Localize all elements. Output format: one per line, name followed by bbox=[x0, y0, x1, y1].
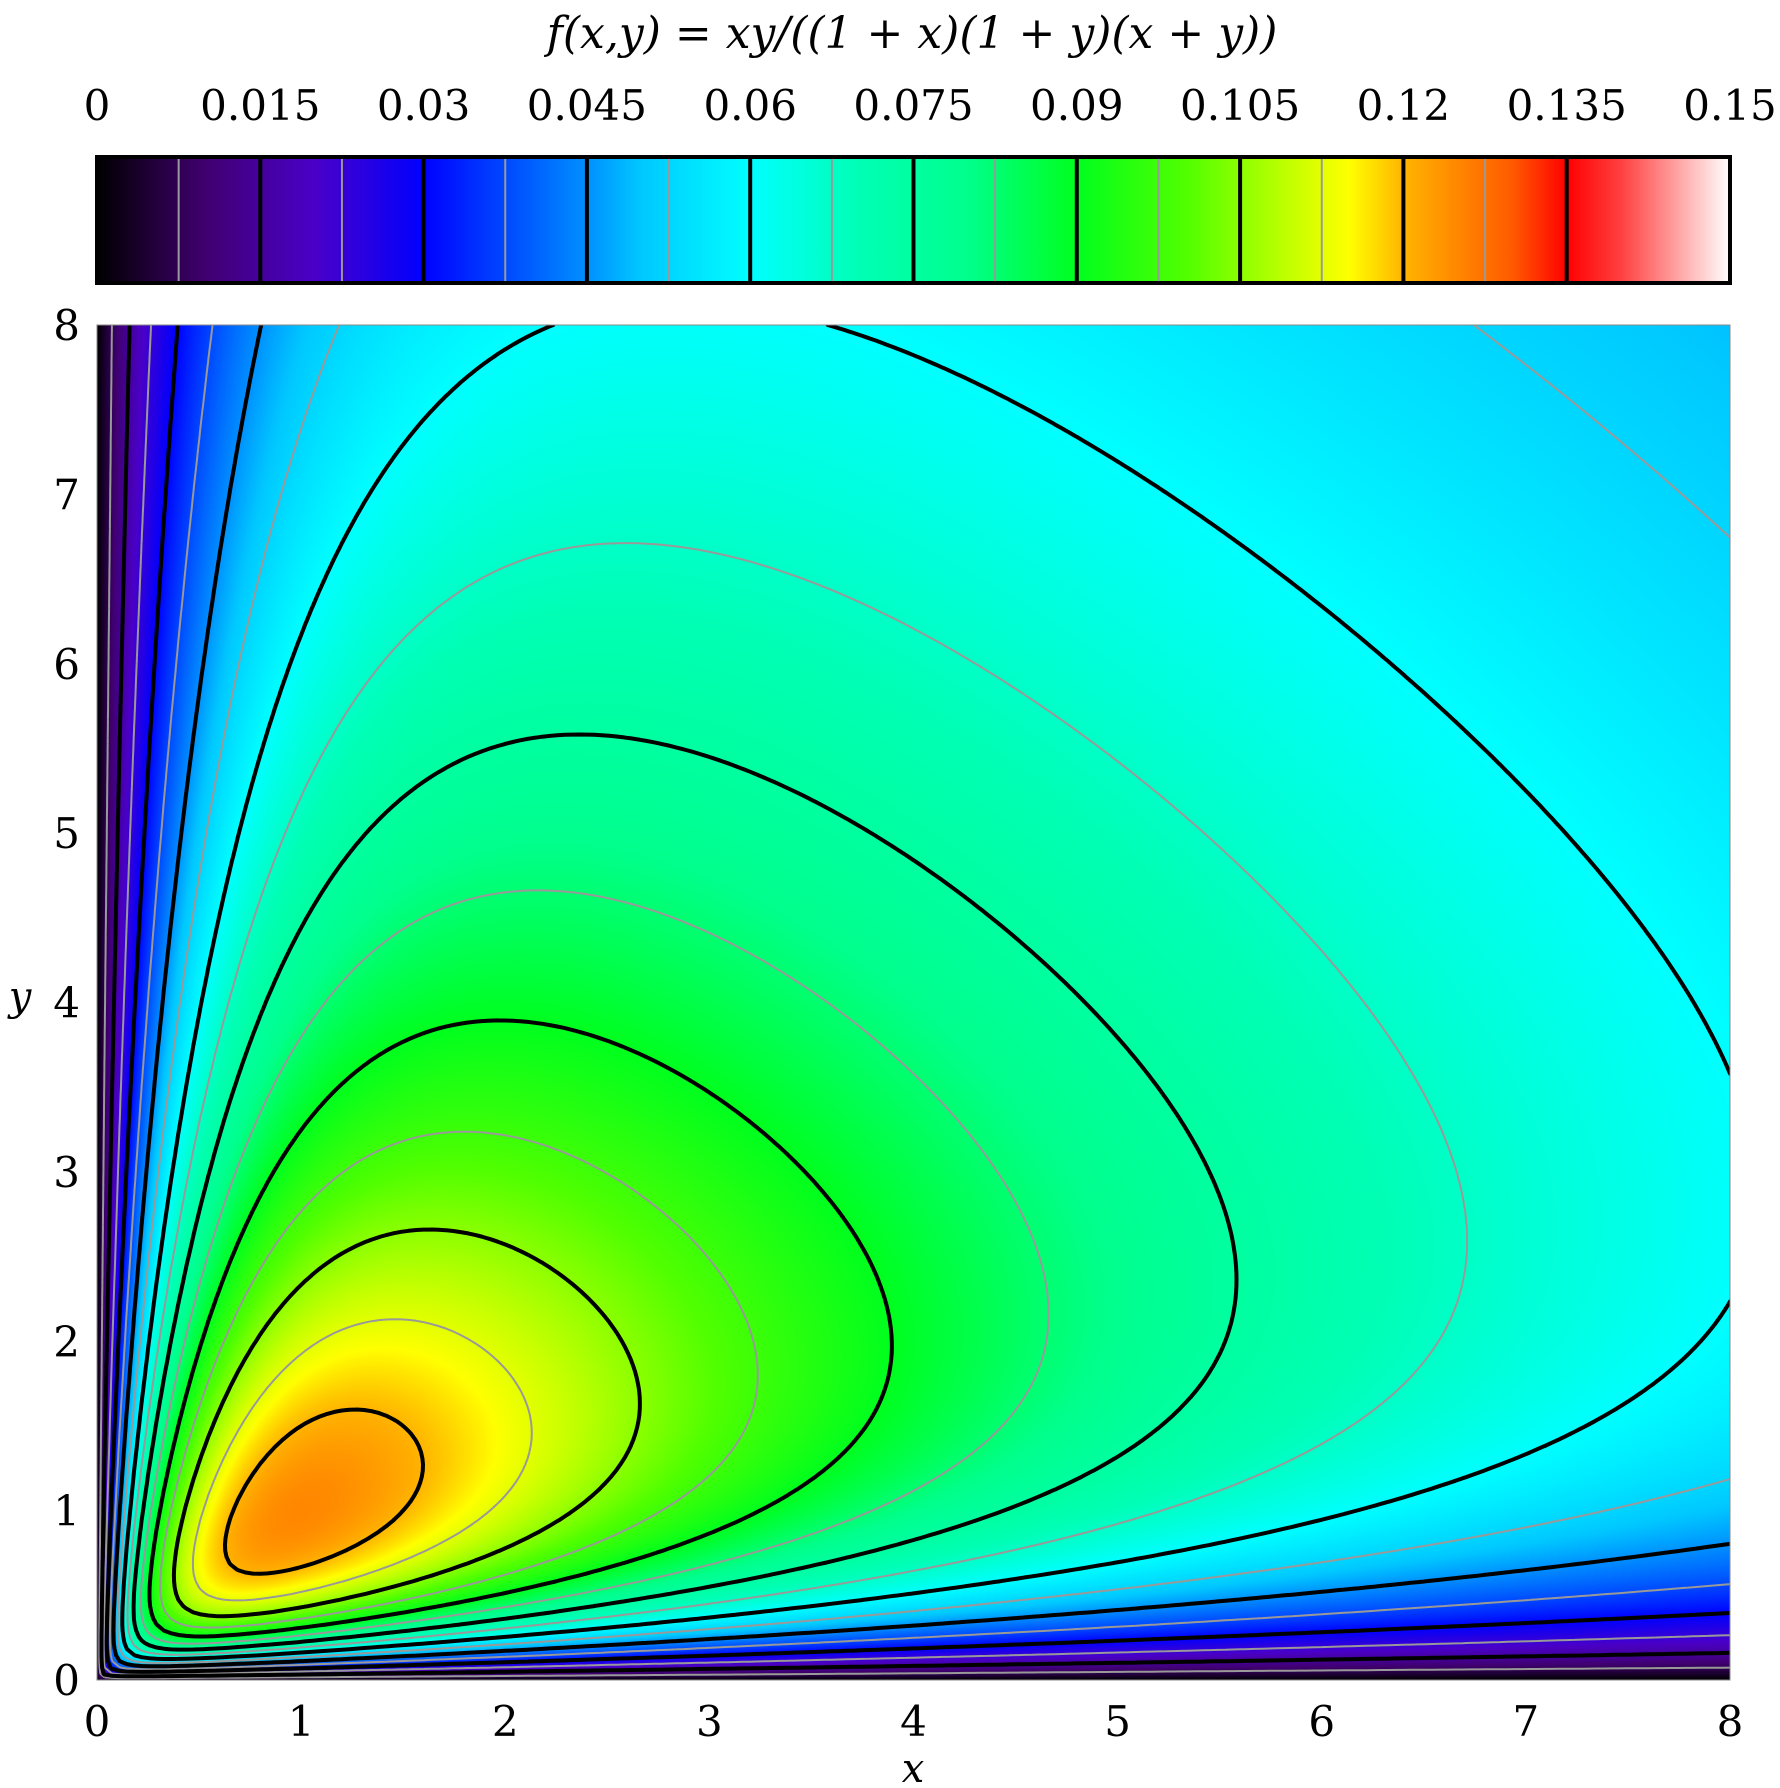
contour-major-4 bbox=[131, 732, 1239, 1652]
y-tick-3: 3 bbox=[53, 1148, 80, 1197]
contour-minor-0 bbox=[98, 325, 1730, 1680]
contour-major-7 bbox=[223, 1407, 425, 1576]
contour-minor-7 bbox=[191, 1318, 533, 1602]
y-tick-1: 1 bbox=[53, 1487, 80, 1536]
colorbar-tick-0: 0 bbox=[84, 81, 111, 130]
x-tick-8: 8 bbox=[1717, 1697, 1744, 1746]
colorbar-tick-1: 0.015 bbox=[200, 81, 320, 130]
y-tick-4: 4 bbox=[53, 979, 80, 1028]
contour-minor-2 bbox=[108, 325, 1730, 1671]
contour-minor-6 bbox=[159, 1130, 759, 1629]
chart-title: f(x,y) = xy/((1 + x)(1 + y)(x + y)) bbox=[544, 8, 1278, 59]
x-tick-0: 0 bbox=[84, 1697, 111, 1746]
plot-frame bbox=[96, 324, 1731, 1681]
plot-area bbox=[96, 324, 1731, 1681]
contour-minor-4 bbox=[126, 542, 1469, 1656]
colorbar-tick-2: 0.03 bbox=[377, 81, 471, 130]
y-tick-8: 8 bbox=[53, 301, 80, 350]
colorbar-level-lines bbox=[177, 157, 1569, 283]
colorbar-tick-9: 0.135 bbox=[1507, 81, 1627, 130]
x-tick-3: 3 bbox=[696, 1697, 723, 1746]
contour-minor-1 bbox=[102, 325, 1730, 1676]
x-tick-labels: 0 1 2 3 4 5 6 7 8 bbox=[84, 1697, 1744, 1746]
y-tick-6: 6 bbox=[53, 640, 80, 689]
x-tick-6: 6 bbox=[1308, 1697, 1335, 1746]
colorbar-tick-7: 0.105 bbox=[1180, 81, 1300, 130]
y-tick-0: 0 bbox=[53, 1656, 80, 1705]
y-axis-label: y bbox=[7, 974, 33, 1020]
colorbar-tick-5: 0.075 bbox=[853, 81, 973, 130]
x-tick-4: 4 bbox=[900, 1697, 927, 1746]
colorbar: 0 0.015 0.03 0.045 0.06 0.075 0.09 0.105 0.12 0.1… bbox=[84, 81, 1777, 285]
colorbar-tick-8: 0.12 bbox=[1357, 81, 1451, 130]
x-tick-5: 5 bbox=[1104, 1697, 1131, 1746]
contour-minor-5 bbox=[139, 889, 1050, 1645]
x-tick-7: 7 bbox=[1513, 1697, 1540, 1746]
contour-major-2 bbox=[111, 325, 1730, 1669]
x-axis-label: x bbox=[902, 1746, 925, 1788]
contour-major-1 bbox=[104, 325, 1730, 1674]
y-tick-labels: 0 1 2 3 4 5 6 7 8 bbox=[53, 301, 80, 1705]
contour-major-5 bbox=[147, 1018, 894, 1639]
colorbar-tick-3: 0.045 bbox=[527, 81, 647, 130]
y-tick-2: 2 bbox=[53, 1317, 80, 1366]
colorbar-tick-6: 0.09 bbox=[1030, 81, 1124, 130]
y-tick-5: 5 bbox=[53, 809, 80, 858]
x-tick-1: 1 bbox=[288, 1697, 315, 1746]
colorbar-tick-10: 0.15 bbox=[1683, 81, 1777, 130]
contour-major-3 bbox=[120, 325, 1730, 1661]
y-tick-7: 7 bbox=[53, 470, 80, 519]
colorbar-frame bbox=[95, 155, 1732, 285]
contour-major-6 bbox=[171, 1227, 642, 1619]
colorbar-tick-4: 0.06 bbox=[703, 81, 797, 130]
x-tick-2: 2 bbox=[492, 1697, 519, 1746]
colorbar-tick-labels: 0 0.015 0.03 0.045 0.06 0.075 0.09 0.105 0.12 0.1… bbox=[84, 81, 1777, 130]
contour-minor-3 bbox=[116, 325, 1730, 1664]
contour-lines bbox=[98, 325, 1730, 1680]
heatmap-field bbox=[97, 325, 1730, 1680]
contour-major-0 bbox=[99, 325, 1730, 1679]
